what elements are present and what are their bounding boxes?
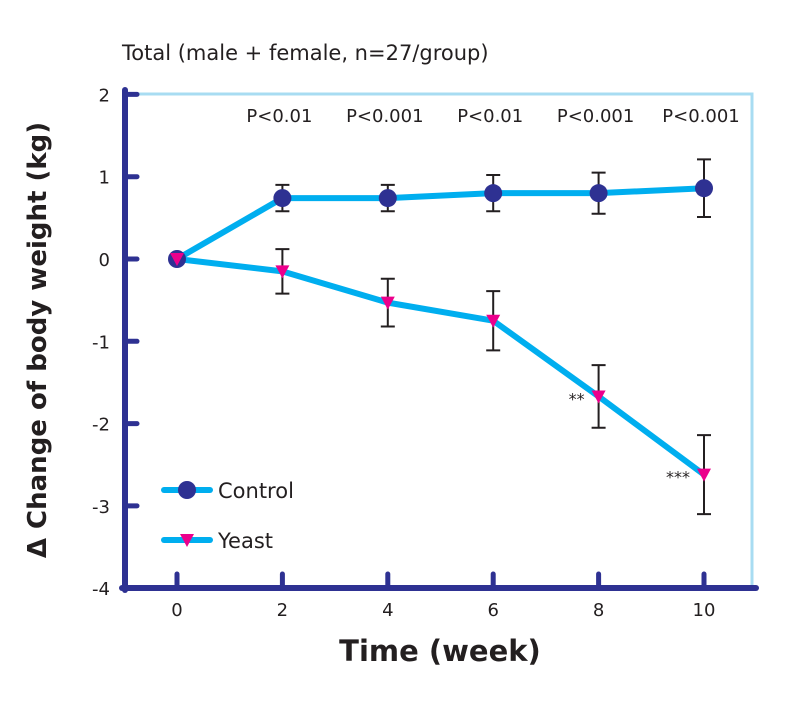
- x-tick-label: 4: [382, 600, 393, 621]
- p-value-label: P<0.001: [662, 106, 739, 127]
- y-tick-label: -4: [92, 579, 110, 600]
- chart-title: Total (male + female, n=27/group): [121, 41, 489, 65]
- data-point-yeast: [486, 314, 501, 328]
- series-line-yeast: [176, 256, 706, 478]
- data-point-control: [589, 184, 608, 203]
- data-point-control: [695, 179, 713, 198]
- y-tick-label: 1: [99, 168, 110, 189]
- data-point-control: [273, 189, 292, 208]
- x-tick-label: 8: [593, 600, 604, 621]
- series-line-control: [175, 185, 705, 262]
- x-tick-label: 2: [277, 600, 288, 621]
- data-point-yeast: [170, 253, 184, 266]
- data-point-control: [378, 189, 397, 208]
- data-point-yeast: [591, 390, 606, 404]
- plot-frame: [125, 92, 754, 588]
- data-point-yeast: [275, 265, 290, 279]
- legend-marker-control: [178, 481, 196, 499]
- legend-marker-yeast: [180, 534, 194, 547]
- p-value-label: P<0.01: [246, 106, 312, 127]
- x-tick-label: 6: [487, 600, 498, 621]
- legend-label-control: Control: [218, 479, 294, 503]
- y-tick-label: -2: [92, 415, 110, 436]
- significance-annotation: **: [569, 389, 585, 408]
- p-value-label: P<0.01: [457, 106, 523, 127]
- data-point-control: [484, 184, 503, 203]
- x-tick-label: 10: [693, 600, 716, 621]
- y-tick-label: -3: [92, 497, 110, 518]
- data-point-yeast: [380, 296, 395, 310]
- p-value-label: P<0.001: [557, 106, 634, 127]
- x-tick-label: 0: [171, 600, 182, 621]
- significance-annotation: ***: [666, 468, 690, 487]
- y-tick-label: 2: [99, 85, 110, 106]
- x-axis-label: Time (week): [339, 634, 541, 668]
- p-value-label: P<0.001: [346, 106, 423, 127]
- y-tick-label: -1: [92, 332, 110, 353]
- legend-label-yeast: Yeast: [217, 529, 273, 553]
- y-tick-label: 0: [99, 250, 110, 271]
- y-axis-label: Δ Change of body weight (kg): [23, 122, 53, 558]
- data-point-yeast: [697, 468, 711, 482]
